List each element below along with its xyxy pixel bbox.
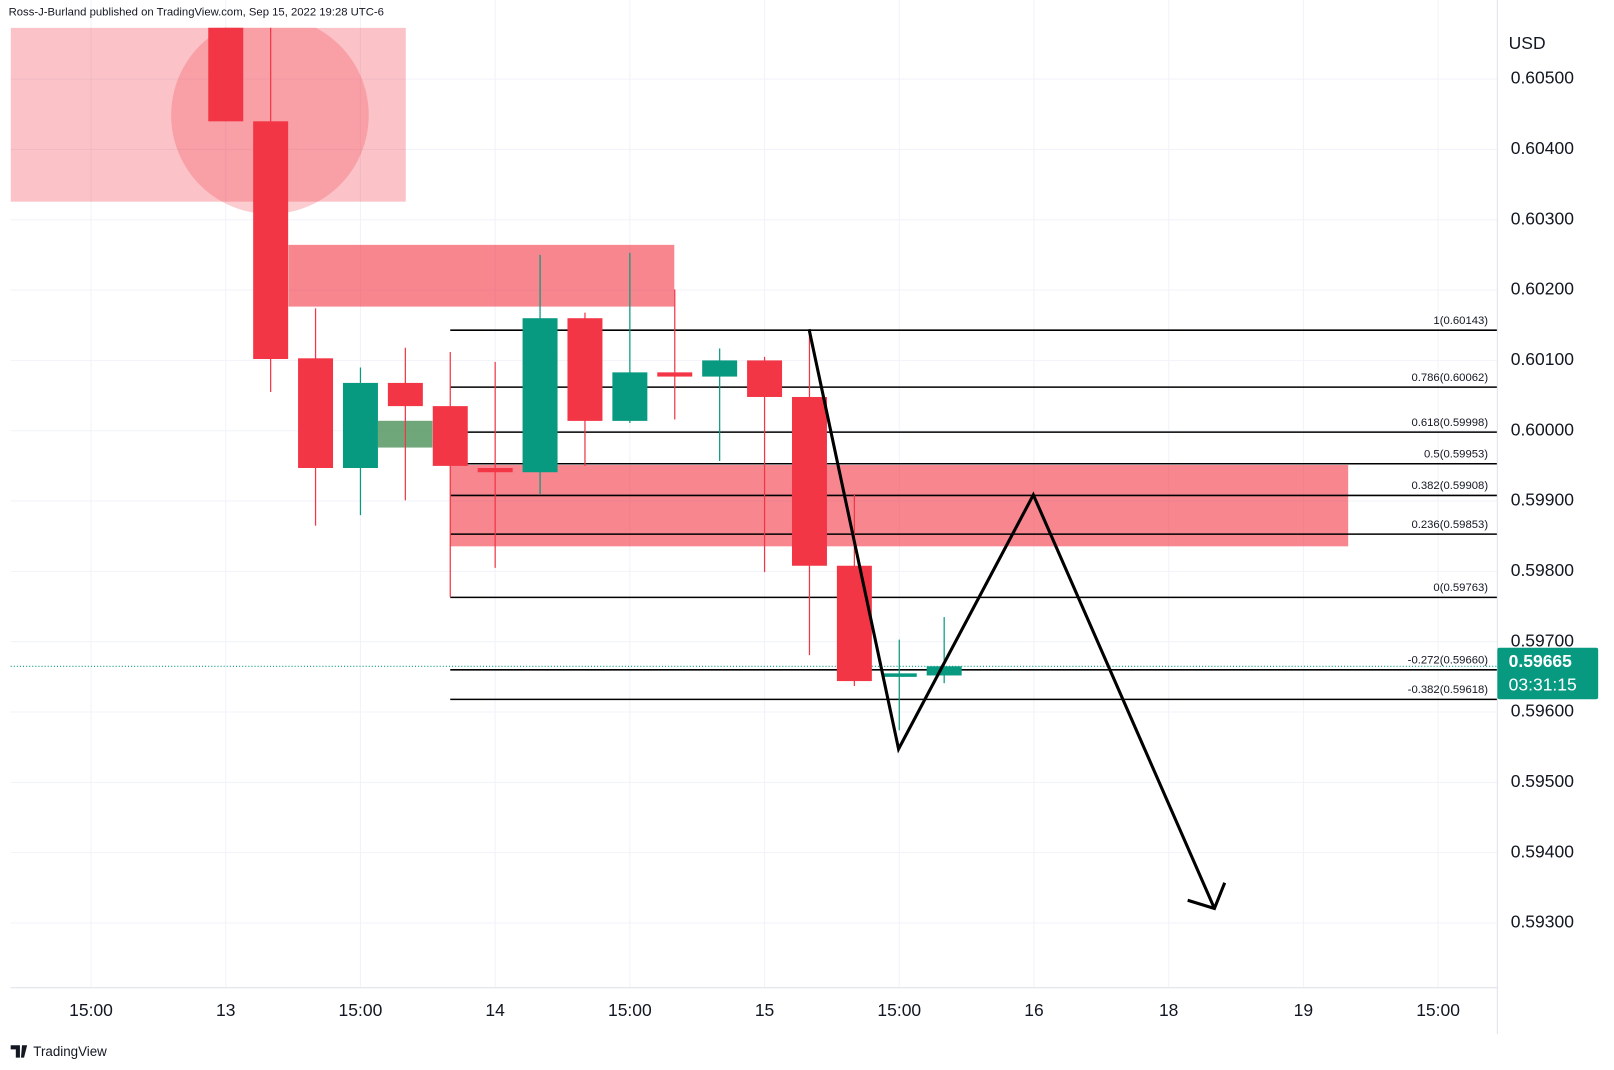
y-tick-label: 0.60500 [1511, 68, 1574, 88]
fib-label: -0.382(0.59618) [1408, 684, 1489, 696]
y-tick-label: 0.60200 [1511, 279, 1574, 299]
x-tick-label: 15:00 [339, 1000, 383, 1020]
candle-body [881, 673, 917, 677]
watermark-text: TradingView [33, 1044, 107, 1059]
logo [10, 1045, 28, 1058]
y-tick-label: 0.59800 [1511, 560, 1574, 580]
y-tick-label: 0.60400 [1511, 138, 1574, 158]
candle-body [298, 358, 334, 469]
x-tick-label: 13 [216, 1000, 235, 1020]
fib-label: 0.786(0.60062) [1411, 372, 1488, 384]
candle-body [657, 372, 693, 377]
fib-label: 0.382(0.59908) [1411, 480, 1488, 492]
y-tick-label: 0.60000 [1511, 419, 1574, 439]
x-tick-label: 19 [1294, 1000, 1313, 1020]
x-tick-label: 15 [755, 1000, 774, 1020]
y-tick-label: 0.60300 [1511, 208, 1574, 228]
candle-body [432, 406, 468, 466]
x-tick-label: 15:00 [608, 1000, 652, 1020]
candle-body [612, 372, 648, 421]
candles [208, 27, 962, 731]
x-tick-label: 15:00 [69, 1000, 113, 1020]
candle-body [702, 360, 738, 377]
candle-body [477, 468, 513, 473]
currency-label: USD [1509, 33, 1546, 53]
x-tick-label: 18 [1159, 1000, 1178, 1020]
y-tick-label: 0.59300 [1511, 912, 1574, 932]
projection-arrowhead [1187, 882, 1227, 911]
attribution: Ross-J-Burland published on TradingView.… [9, 6, 384, 18]
candle-body [208, 27, 244, 122]
watermark: TradingView [10, 1044, 107, 1059]
countdown-label: 03:31:15 [1509, 674, 1577, 694]
candle-body [747, 360, 783, 397]
candle-body [836, 565, 872, 682]
fib-label: 0.5(0.59953) [1424, 449, 1488, 461]
fib-label: 0.236(0.59853) [1411, 519, 1488, 531]
x-tick-label: 15:00 [877, 1000, 921, 1020]
fib-label: 0.618(0.59998) [1411, 417, 1488, 429]
y-tick-label: 0.59500 [1511, 771, 1574, 791]
projection-path [807, 328, 1216, 910]
fib-label: 1(0.60143) [1433, 315, 1488, 327]
candle-body [342, 382, 378, 469]
x-tick-label: 16 [1024, 1000, 1043, 1020]
zone [10, 27, 406, 202]
y-tick-label: 0.60100 [1511, 349, 1574, 369]
axes: 0.59300 0.59400 0.59500 0.59600 0.59700 0.598… [10, 0, 1599, 1034]
zone [449, 465, 1349, 547]
fib-label: -0.272(0.59660) [1408, 655, 1489, 667]
candle-body [253, 121, 289, 360]
candle-body [791, 396, 827, 566]
candle-body [387, 382, 423, 407]
x-tick-label: 15:00 [1416, 1000, 1460, 1020]
drawings [10, 27, 1349, 547]
x-tick-label: 14 [485, 1000, 505, 1020]
last-price-box [1497, 647, 1599, 700]
projection [807, 328, 1227, 911]
y-tick-label: 0.59600 [1511, 701, 1574, 721]
y-tick-label: 0.59700 [1511, 630, 1574, 650]
last-price-label: 0.59665 [1509, 651, 1572, 671]
candle-body [567, 318, 603, 421]
candle-body [926, 666, 962, 676]
y-tick-label: 0.59900 [1511, 490, 1574, 510]
zone [288, 244, 675, 307]
y-tick-label: 0.59400 [1511, 841, 1574, 861]
fib-retracement: 1(0.60143) 0.786(0.60062) 0.618(0.59998) 0.… [450, 315, 1498, 701]
candle-body [522, 318, 558, 473]
fib-label: 0(0.59763) [1433, 582, 1488, 594]
